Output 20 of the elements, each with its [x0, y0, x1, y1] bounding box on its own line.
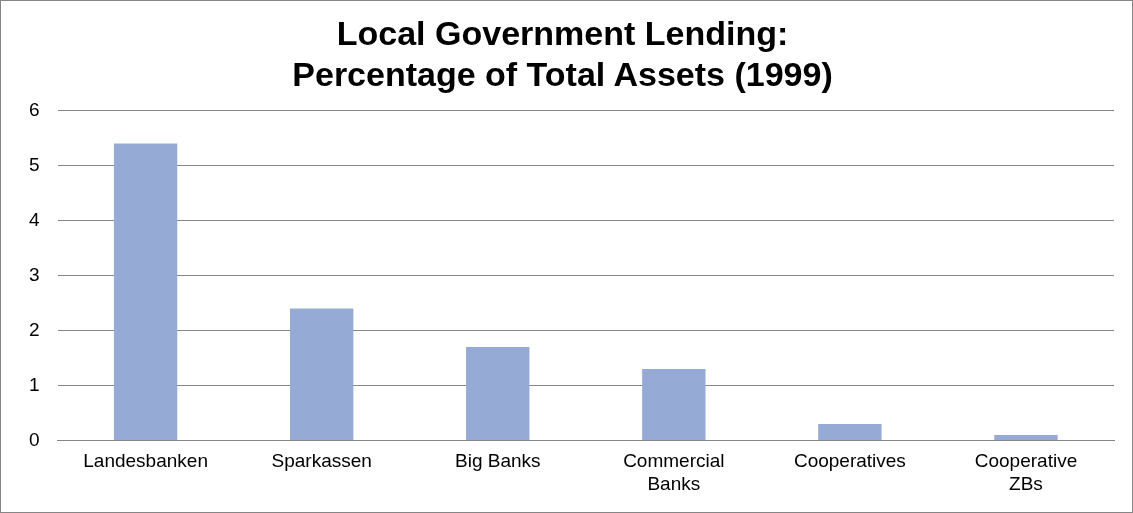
bar — [466, 346, 530, 440]
chart-title: Local Government Lending: Percentage of Total Assets (1999) — [292, 13, 833, 93]
x-tick-label: Commercial Banks — [623, 450, 725, 494]
x-tick-label: Big Banks — [454, 450, 541, 472]
bar — [994, 434, 1058, 440]
y-tick-label: 2 — [28, 318, 40, 340]
bar — [289, 308, 354, 440]
x-tick-label: Cooperatives — [793, 450, 906, 472]
x-tick-label: Cooperative ZBs — [974, 450, 1078, 494]
y-tick-label: 0 — [28, 428, 40, 450]
y-tick-label: 5 — [28, 153, 40, 175]
x-tick-label: Landesbanken — [83, 450, 208, 472]
y-tick-label: 6 — [28, 98, 40, 120]
y-tick-label: 4 — [28, 208, 40, 230]
x-tick-label: Sparkassen — [271, 450, 372, 472]
y-tick-label: 3 — [28, 263, 40, 285]
bar — [818, 423, 882, 440]
bar — [642, 368, 706, 440]
y-tick-label: 1 — [28, 373, 40, 395]
bar — [113, 143, 178, 440]
